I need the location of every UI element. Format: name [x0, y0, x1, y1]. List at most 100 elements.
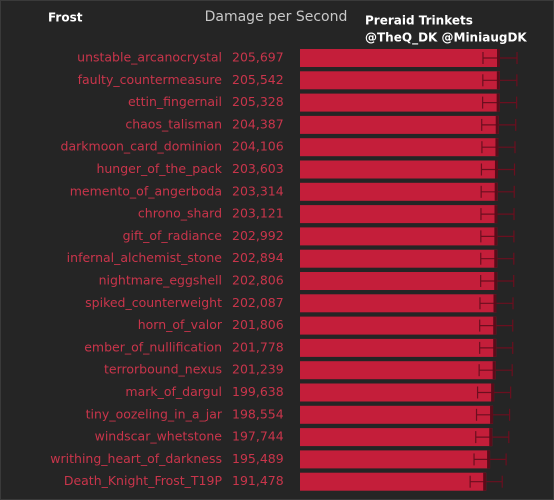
- bar: [300, 383, 495, 402]
- error-bar-part: [494, 249, 498, 268]
- value-label: 195,489: [232, 451, 284, 466]
- error-bar-part: [495, 138, 499, 157]
- value-label: 201,778: [232, 339, 284, 354]
- bar: [300, 227, 498, 246]
- bar: [300, 338, 497, 357]
- value-label: 203,314: [232, 183, 284, 198]
- category-label: gift_of_radiance: [123, 228, 223, 243]
- category-label: hunger_of_the_pack: [96, 161, 222, 176]
- error-bar: [479, 294, 514, 313]
- chart-title: Damage per Second: [205, 9, 348, 25]
- value-label: 201,806: [232, 317, 284, 332]
- bar: [300, 205, 498, 224]
- value-label: 204,106: [232, 139, 284, 154]
- category-label: tiny_oozeling_in_a_jar: [86, 406, 223, 421]
- value-label: 205,542: [232, 72, 284, 87]
- category-label: chrono_shard: [138, 206, 222, 221]
- error-bar: [480, 182, 515, 201]
- error-bar: [473, 450, 507, 469]
- bar: [300, 49, 500, 67]
- error-bar: [482, 71, 518, 90]
- category-label: horn_of_valor: [138, 317, 223, 332]
- error-bar-part: [496, 93, 500, 112]
- value-label: 203,603: [232, 161, 284, 176]
- category-label: ettin_fingernail: [128, 94, 222, 109]
- category-label: chaos_talisman: [125, 116, 222, 131]
- value-label: 205,697: [232, 50, 284, 65]
- bar: [300, 138, 499, 157]
- error-bar: [479, 316, 514, 335]
- error-bar: [482, 49, 518, 67]
- error-bar-part: [490, 405, 494, 424]
- error-bar: [482, 93, 518, 112]
- category-label: ember_of_nullification: [84, 339, 222, 354]
- error-bar-part: [489, 428, 493, 447]
- value-label: 198,554: [232, 406, 284, 421]
- error-bar-part: [493, 294, 497, 313]
- bar: [300, 294, 497, 313]
- bar: [300, 71, 500, 90]
- bar: [300, 272, 498, 290]
- error-bar: [481, 138, 516, 157]
- error-bar: [481, 115, 517, 134]
- error-bar-part: [483, 472, 487, 491]
- bar: [300, 405, 494, 424]
- value-label: 204,387: [232, 116, 284, 131]
- category-label: spiked_counterweight: [85, 295, 222, 310]
- error-bar-part: [494, 272, 498, 290]
- value-label: 202,087: [232, 295, 284, 310]
- bar: [300, 428, 493, 447]
- category-label: infernal_alchemist_stone: [67, 250, 223, 265]
- category-label: terrorbound_nexus: [104, 362, 222, 377]
- category-label: writhing_heart_of_darkness: [50, 451, 222, 466]
- value-label: 199,638: [232, 384, 284, 399]
- error-bar: [480, 249, 515, 268]
- category-label: mark_of_dargul: [125, 384, 222, 399]
- category-label: Death_Knight_Frost_T19P: [64, 473, 223, 488]
- category-label: windscar_whetstone: [95, 429, 223, 444]
- annotation: Preraid Trinkets: [365, 14, 473, 28]
- bar: [300, 361, 496, 380]
- error-bar-part: [495, 115, 499, 134]
- value-label: 202,992: [232, 228, 284, 243]
- bar: [300, 450, 491, 469]
- bar: [300, 93, 500, 112]
- value-label: 191,478: [232, 473, 284, 488]
- error-bar-part: [497, 49, 500, 67]
- value-label: 205,328: [232, 94, 284, 109]
- subtitle: Frost: [48, 11, 83, 25]
- bar: [300, 160, 498, 179]
- bar: [300, 316, 497, 335]
- error-bar-part: [494, 227, 498, 246]
- error-bar-part: [492, 361, 496, 380]
- error-bar-part: [494, 205, 498, 224]
- category-label: faulty_countermeasure: [78, 72, 223, 87]
- value-label: 197,744: [232, 429, 284, 444]
- error-bar-part: [494, 160, 498, 179]
- bar: [300, 182, 498, 201]
- category-label: memento_of_angerboda: [70, 183, 222, 198]
- error-bar: [469, 472, 503, 491]
- error-bar: [479, 338, 514, 357]
- error-bar: [478, 361, 513, 380]
- error-bar: [480, 272, 515, 290]
- category-label: unstable_arcanocrystal: [77, 50, 222, 65]
- annotation: @TheQ_DK @MiniaugDK: [365, 31, 527, 46]
- error-bar-part: [491, 383, 495, 402]
- error-bar: [480, 160, 516, 179]
- error-bar-part: [493, 338, 497, 357]
- category-label: darkmoon_card_dominion: [61, 139, 222, 154]
- error-bar: [476, 383, 512, 402]
- value-label: 202,894: [232, 250, 284, 265]
- value-label: 201,239: [232, 362, 284, 377]
- error-bar-part: [494, 182, 498, 201]
- value-label: 202,806: [232, 273, 284, 288]
- category-label: nightmare_eggshell: [99, 273, 222, 288]
- bar: [300, 115, 499, 134]
- value-label: 203,121: [232, 206, 284, 221]
- error-bar: [475, 405, 511, 424]
- error-bar-part: [496, 71, 500, 90]
- error-bar: [475, 428, 510, 447]
- bar: [300, 472, 487, 491]
